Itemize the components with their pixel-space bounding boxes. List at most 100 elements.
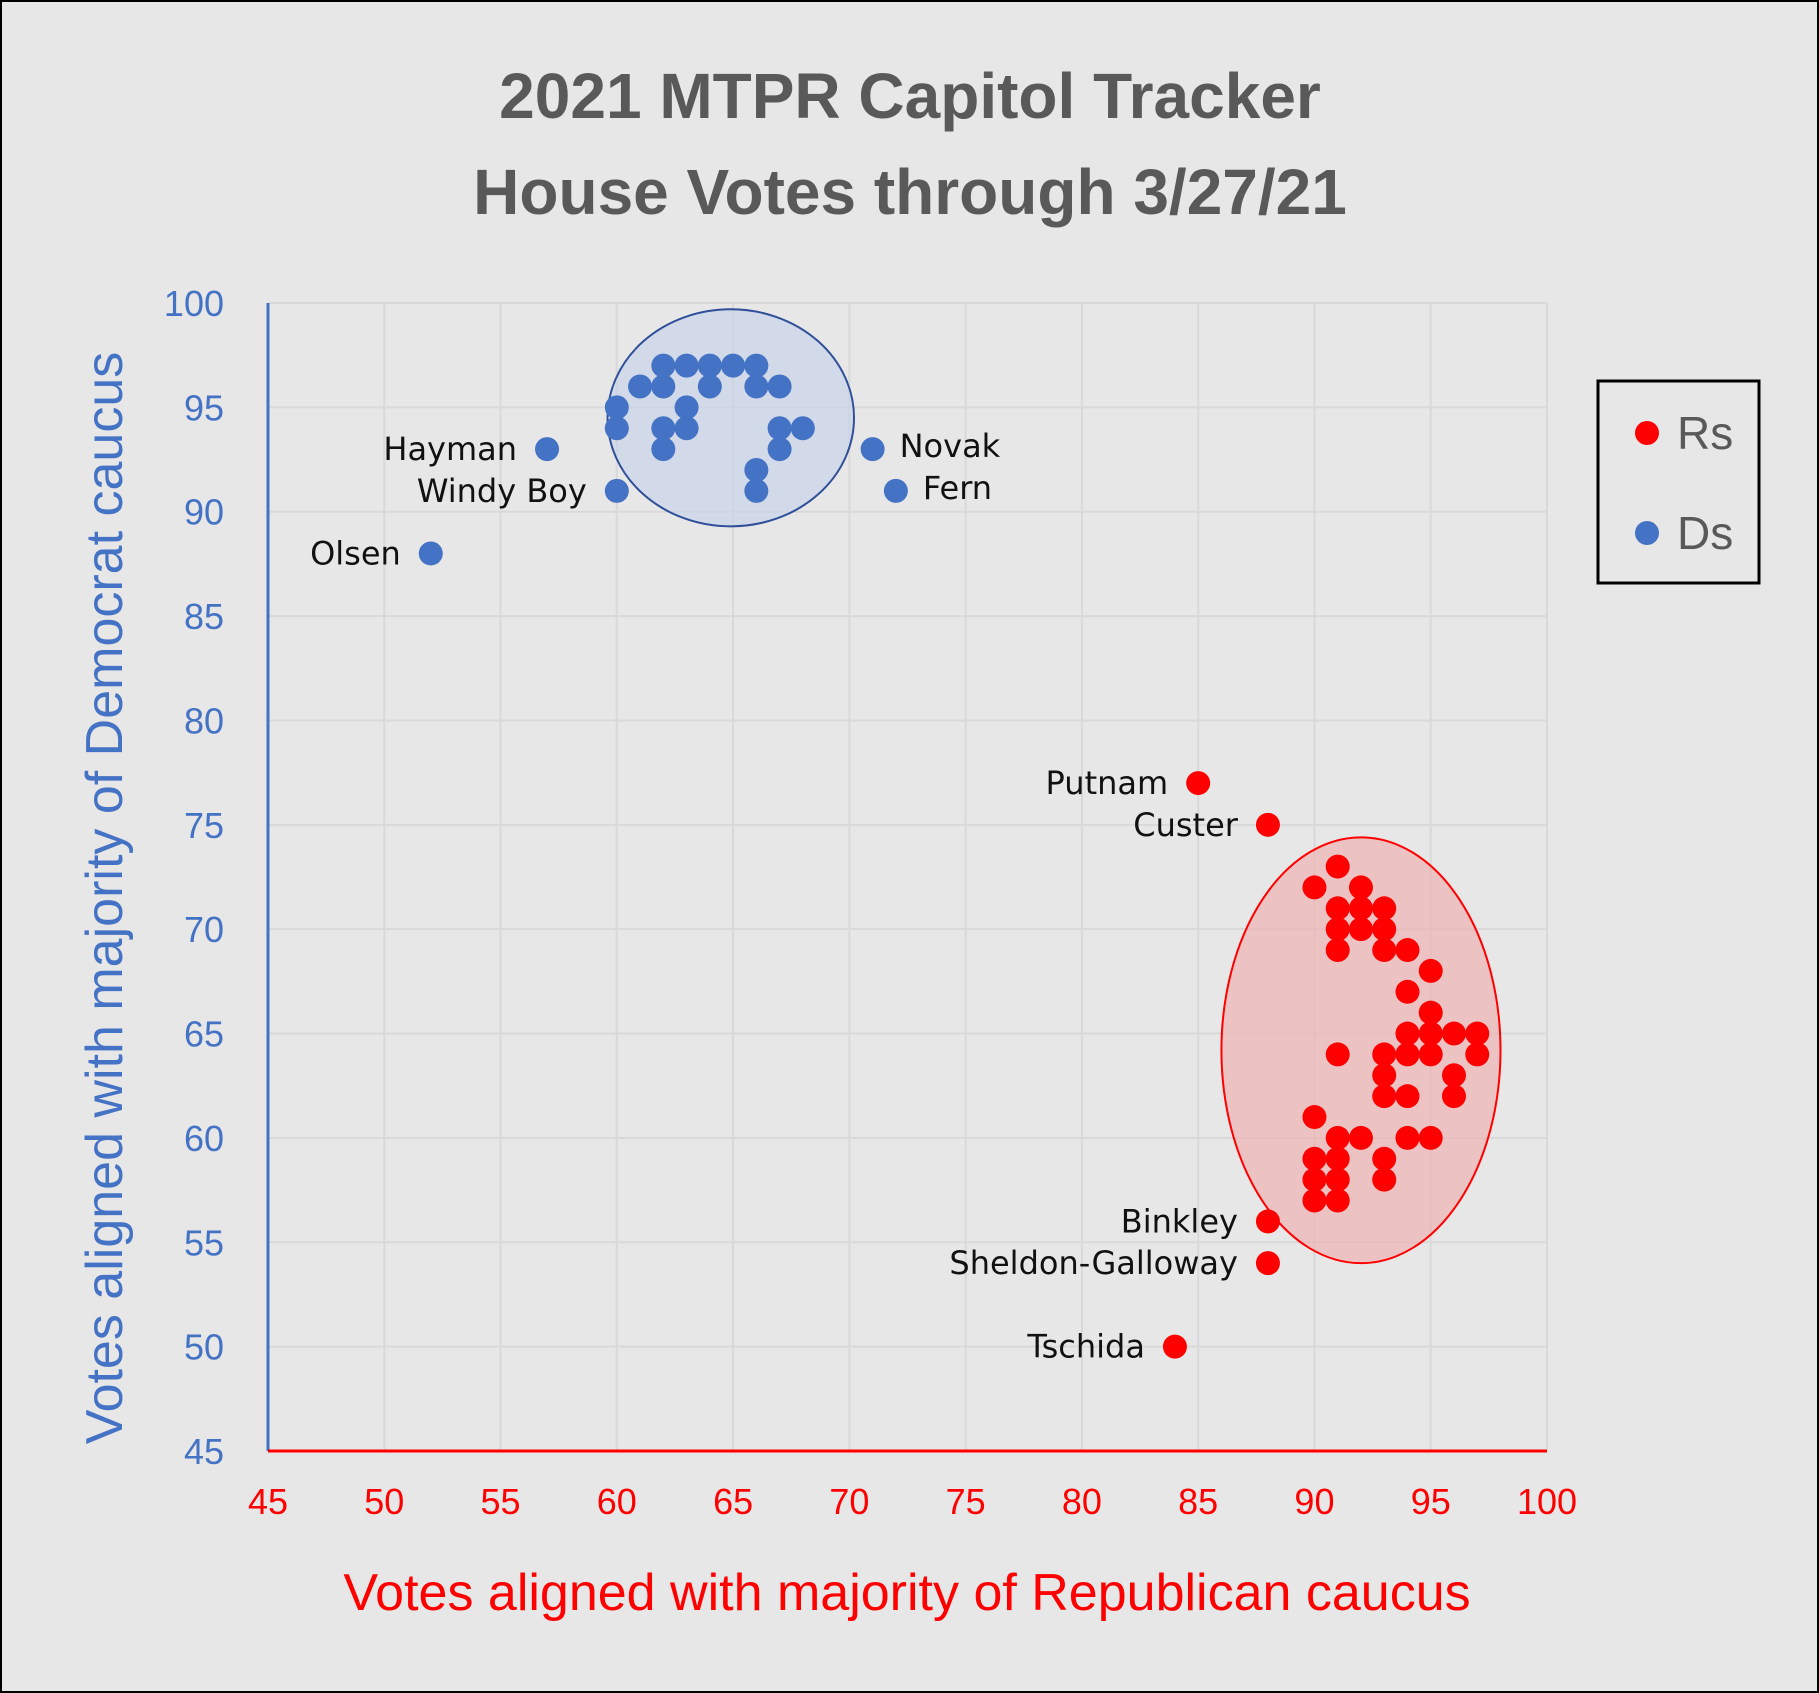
data-point-rs — [1418, 1000, 1443, 1025]
data-point-rs — [1325, 1188, 1350, 1213]
data-point-ds — [418, 541, 443, 566]
data-point-rs — [1302, 1105, 1327, 1130]
data-point-rs — [1372, 917, 1397, 942]
data-point-ds — [604, 395, 629, 420]
data-point-rs — [1418, 958, 1443, 983]
data-point-ds — [674, 416, 699, 441]
y-tick-label: 95 — [184, 387, 224, 428]
data-point-rs — [1372, 1084, 1397, 1109]
data-point-ds — [860, 437, 885, 462]
ds-cluster-ellipse — [606, 308, 856, 528]
data-point-rs — [1186, 771, 1211, 796]
data-point-rs — [1348, 917, 1373, 942]
x-tick-label: 90 — [1294, 1481, 1334, 1522]
data-point-rs — [1441, 1063, 1466, 1088]
data-point-ds — [651, 416, 676, 441]
data-point-ds — [697, 353, 722, 378]
data-point-rs — [1395, 1042, 1420, 1067]
data-point-rs — [1465, 1042, 1490, 1067]
data-point-rs — [1348, 1125, 1373, 1150]
x-tick-label: 85 — [1178, 1481, 1218, 1522]
legend-swatch-rs — [1635, 421, 1659, 445]
rs-cluster-ellipse — [1220, 836, 1502, 1265]
data-point-ds — [790, 416, 815, 441]
point-label: Fern — [923, 469, 992, 507]
x-tick-label: 75 — [946, 1481, 986, 1522]
data-point-ds — [767, 416, 792, 441]
data-point-rs — [1372, 938, 1397, 963]
y-tick-label: 80 — [184, 700, 224, 741]
data-point-ds — [883, 478, 908, 503]
data-point-ds — [744, 374, 769, 399]
data-point-rs — [1372, 1063, 1397, 1088]
x-tick-label: 70 — [829, 1481, 869, 1522]
point-label: Sheldon-Galloway — [949, 1244, 1238, 1282]
point-label: Tschida — [1026, 1328, 1145, 1366]
data-point-rs — [1325, 896, 1350, 921]
data-point-rs — [1441, 1084, 1466, 1109]
x-tick-label: 55 — [481, 1481, 521, 1522]
legend: Rs Ds — [1596, 379, 1761, 585]
data-point-ds — [674, 395, 699, 420]
data-point-ds — [604, 478, 629, 503]
data-point-ds — [744, 457, 769, 482]
y-tick-label: 90 — [184, 492, 224, 533]
y-tick-label: 70 — [184, 909, 224, 950]
point-labels: Hayman Windy Boy Olsen Novak Fern Putnam Custe… — [310, 427, 1239, 1366]
data-point-rs — [1395, 1125, 1420, 1150]
point-label: Olsen — [310, 534, 401, 572]
data-point-rs — [1255, 1209, 1280, 1234]
data-point-rs — [1255, 1251, 1280, 1276]
data-point-rs — [1418, 1021, 1443, 1046]
data-point-rs — [1395, 938, 1420, 963]
point-label: Putnam — [1046, 764, 1169, 802]
y-tick-label: 100 — [164, 283, 224, 324]
data-point-rs — [1441, 1021, 1466, 1046]
data-point-rs — [1372, 1042, 1397, 1067]
data-point-ds — [651, 437, 676, 462]
y-tick-label: 55 — [184, 1222, 224, 1263]
data-point-ds — [604, 416, 629, 441]
y-tick-label: 50 — [184, 1327, 224, 1368]
data-point-rs — [1325, 1125, 1350, 1150]
x-tick-label: 100 — [1517, 1481, 1577, 1522]
data-point-rs — [1302, 1167, 1327, 1192]
y-tick-label: 65 — [184, 1014, 224, 1055]
point-label: Custer — [1133, 806, 1239, 844]
point-label: Novak — [900, 427, 1001, 465]
data-point-rs — [1395, 1084, 1420, 1109]
data-point-ds — [535, 437, 560, 462]
y-tick-label: 45 — [184, 1431, 224, 1472]
data-point-ds — [744, 478, 769, 503]
data-point-ds — [651, 353, 676, 378]
point-label: Hayman — [383, 430, 517, 468]
x-tick-label: 45 — [248, 1481, 288, 1522]
data-point-rs — [1465, 1021, 1490, 1046]
x-tick-label: 95 — [1411, 1481, 1451, 1522]
data-point-rs — [1372, 896, 1397, 921]
data-point-rs — [1348, 875, 1373, 900]
x-tick-label: 60 — [597, 1481, 637, 1522]
legend-label-rs: Rs — [1677, 407, 1733, 459]
data-point-ds — [767, 437, 792, 462]
data-point-rs — [1372, 1167, 1397, 1192]
data-point-rs — [1325, 1146, 1350, 1171]
data-point-rs — [1372, 1146, 1397, 1171]
data-point-rs — [1418, 1042, 1443, 1067]
data-point-rs — [1418, 1125, 1443, 1150]
data-point-rs — [1395, 1021, 1420, 1046]
chart-title-line-2: House Votes through 3/27/21 — [473, 156, 1347, 228]
data-point-ds — [721, 353, 746, 378]
y-tick-label: 75 — [184, 805, 224, 846]
data-point-ds — [651, 374, 676, 399]
data-point-ds — [628, 374, 653, 399]
axes: 45 50 55 60 65 70 75 80 85 90 95 100 45 50 55 60 65 70 75 8… — [164, 283, 1577, 1522]
data-point-ds — [674, 353, 699, 378]
data-point-rs — [1255, 812, 1280, 837]
data-point-rs — [1325, 1042, 1350, 1067]
data-point-rs — [1395, 979, 1420, 1004]
x-axis-title: Votes aligned with majority of Republica… — [343, 1564, 1470, 1622]
legend-swatch-ds — [1635, 521, 1659, 545]
